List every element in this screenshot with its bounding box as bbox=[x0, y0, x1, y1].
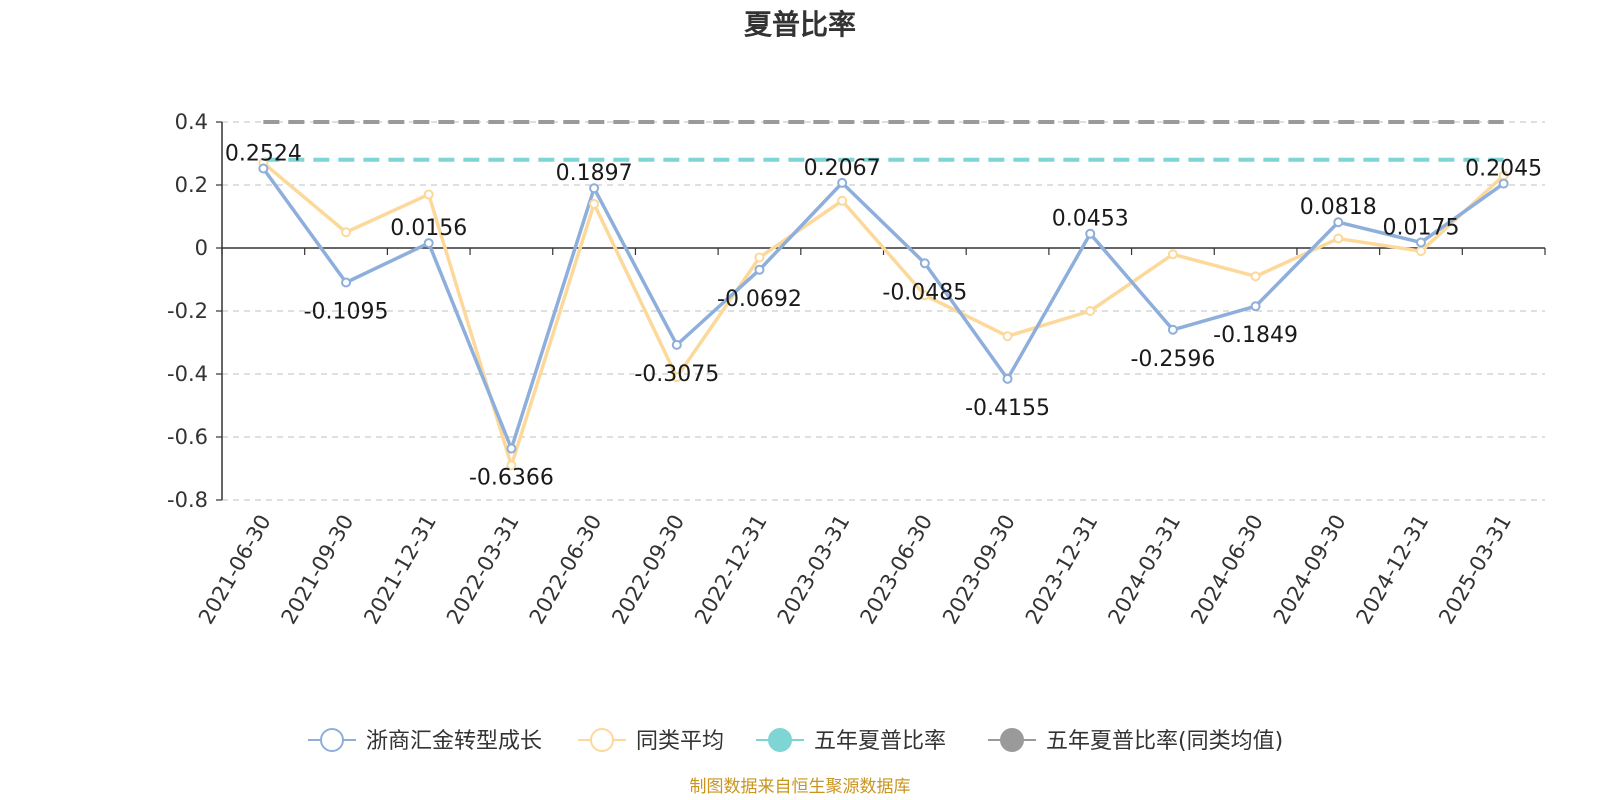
data-point bbox=[589, 183, 600, 194]
x-tick-label: 2023-06-30 bbox=[855, 511, 937, 629]
data-label: -0.1849 bbox=[1213, 323, 1298, 348]
data-point bbox=[1333, 217, 1344, 228]
data-label: 0.0156 bbox=[390, 216, 467, 241]
data-point bbox=[837, 177, 848, 188]
data-point bbox=[754, 252, 765, 263]
x-tick-label: 2022-09-30 bbox=[607, 511, 689, 629]
x-tick-label: 2023-12-31 bbox=[1021, 511, 1103, 629]
data-label: 0.0818 bbox=[1300, 195, 1377, 220]
x-tick-label: 2023-03-31 bbox=[773, 511, 855, 629]
data-point bbox=[1250, 271, 1261, 282]
legend-label: 五年夏普比率 bbox=[814, 729, 946, 754]
legend-label: 浙商汇金转型成长 bbox=[366, 729, 542, 754]
x-tick-label: 2021-09-30 bbox=[277, 511, 359, 629]
data-point bbox=[1085, 228, 1096, 239]
data-labels: 0.2524 -0.1095 0.0156 -0.6366 0.1897 -0.3075 -… bbox=[225, 141, 1542, 490]
y-tick-label: 0 bbox=[195, 236, 208, 260]
legend-item[interactable]: 浙商汇金转型成长 bbox=[308, 728, 542, 754]
x-tick-label: 2024-12-31 bbox=[1351, 511, 1433, 629]
y-tick-label: 0.2 bbox=[175, 173, 208, 197]
legend-swatch-marker bbox=[590, 728, 614, 752]
data-label: -0.1095 bbox=[304, 299, 389, 324]
data-point bbox=[1167, 324, 1178, 335]
x-axis-ticks: 2021-06-30 2021-09-30 2021-12-31 2022-03-31… bbox=[194, 248, 1546, 629]
data-label: -0.4155 bbox=[965, 396, 1050, 421]
y-tick-label: -0.8 bbox=[167, 488, 208, 512]
y-tick-label: -0.2 bbox=[167, 299, 208, 323]
reference-lines bbox=[263, 120, 1504, 162]
data-point bbox=[671, 372, 682, 383]
data-label: -0.0692 bbox=[717, 287, 802, 312]
data-point bbox=[1333, 233, 1344, 244]
y-tick-label: 0.4 bbox=[175, 110, 208, 134]
legend-item[interactable]: 同类平均 bbox=[578, 728, 724, 754]
data-label: 0.2045 bbox=[1465, 157, 1542, 182]
data-point bbox=[1415, 237, 1426, 248]
x-tick-label: 2022-12-31 bbox=[690, 511, 772, 629]
y-tick-label: -0.6 bbox=[167, 425, 208, 449]
x-tick-label: 2023-09-30 bbox=[938, 511, 1020, 629]
legend-item[interactable]: 五年夏普比率(同类均值) bbox=[988, 728, 1283, 754]
data-point bbox=[1002, 373, 1013, 384]
series-line bbox=[261, 167, 1505, 451]
legend-item[interactable]: 五年夏普比率 bbox=[756, 728, 946, 754]
data-point bbox=[589, 198, 600, 209]
series-points bbox=[258, 157, 1509, 471]
legend-label: 五年夏普比率(同类均值) bbox=[1046, 729, 1283, 754]
data-point bbox=[1085, 306, 1096, 316]
data-label: -0.6366 bbox=[469, 466, 554, 491]
grid-lines bbox=[222, 121, 1545, 501]
y-tick-label: -0.4 bbox=[167, 362, 208, 386]
x-tick-label: 2022-03-31 bbox=[442, 511, 524, 629]
data-point bbox=[837, 195, 848, 206]
x-tick-label: 2021-12-31 bbox=[359, 511, 441, 629]
y-axis-ticks: 0.4 0.2 0 -0.2 -0.4 -0.6 -0.8 bbox=[167, 110, 222, 512]
data-label: 0.2067 bbox=[804, 156, 881, 181]
legend-swatch-marker bbox=[320, 728, 344, 752]
x-tick-label: 2022-06-30 bbox=[525, 511, 607, 629]
x-tick-label: 2021-06-30 bbox=[194, 511, 276, 629]
data-point bbox=[341, 277, 352, 288]
data-point bbox=[671, 339, 682, 350]
data-label: -0.3075 bbox=[634, 362, 719, 387]
legend-swatch-marker bbox=[1000, 728, 1024, 752]
data-point bbox=[1498, 178, 1509, 189]
data-point bbox=[1415, 246, 1426, 257]
series-lines bbox=[261, 161, 1505, 468]
data-point bbox=[258, 163, 269, 174]
data-point bbox=[1002, 331, 1013, 342]
data-point bbox=[423, 238, 434, 249]
series-line bbox=[262, 161, 1505, 468]
data-point bbox=[341, 227, 352, 238]
data-label: 0.1897 bbox=[556, 161, 633, 186]
legend-swatch-marker bbox=[768, 728, 792, 752]
data-label: -0.0485 bbox=[882, 280, 967, 305]
x-tick-label: 2024-06-30 bbox=[1186, 511, 1268, 629]
data-label: -0.2596 bbox=[1130, 347, 1215, 372]
data-point bbox=[1167, 249, 1178, 260]
legend[interactable]: 浙商汇金转型成长 同类平均 五年夏普比率 五年夏普比率(同类均值) bbox=[308, 728, 1283, 754]
data-label: 0.2524 bbox=[225, 141, 302, 166]
x-tick-label: 2024-03-31 bbox=[1103, 511, 1185, 629]
x-tick-label: 2024-09-30 bbox=[1269, 511, 1351, 629]
data-point bbox=[1250, 301, 1261, 312]
source-note: 制图数据来自恒生聚源数据库 bbox=[690, 777, 911, 797]
data-point bbox=[506, 460, 517, 471]
data-point bbox=[754, 264, 765, 275]
data-point bbox=[919, 290, 930, 301]
data-label: 0.0175 bbox=[1382, 215, 1459, 240]
x-tick-label: 2025-03-31 bbox=[1434, 511, 1516, 629]
data-label: 0.0453 bbox=[1052, 207, 1129, 232]
chart-title: 夏普比率 bbox=[744, 8, 856, 41]
legend-label: 同类平均 bbox=[636, 729, 724, 754]
data-point bbox=[919, 258, 930, 269]
data-point bbox=[506, 443, 517, 454]
data-point bbox=[423, 189, 434, 200]
